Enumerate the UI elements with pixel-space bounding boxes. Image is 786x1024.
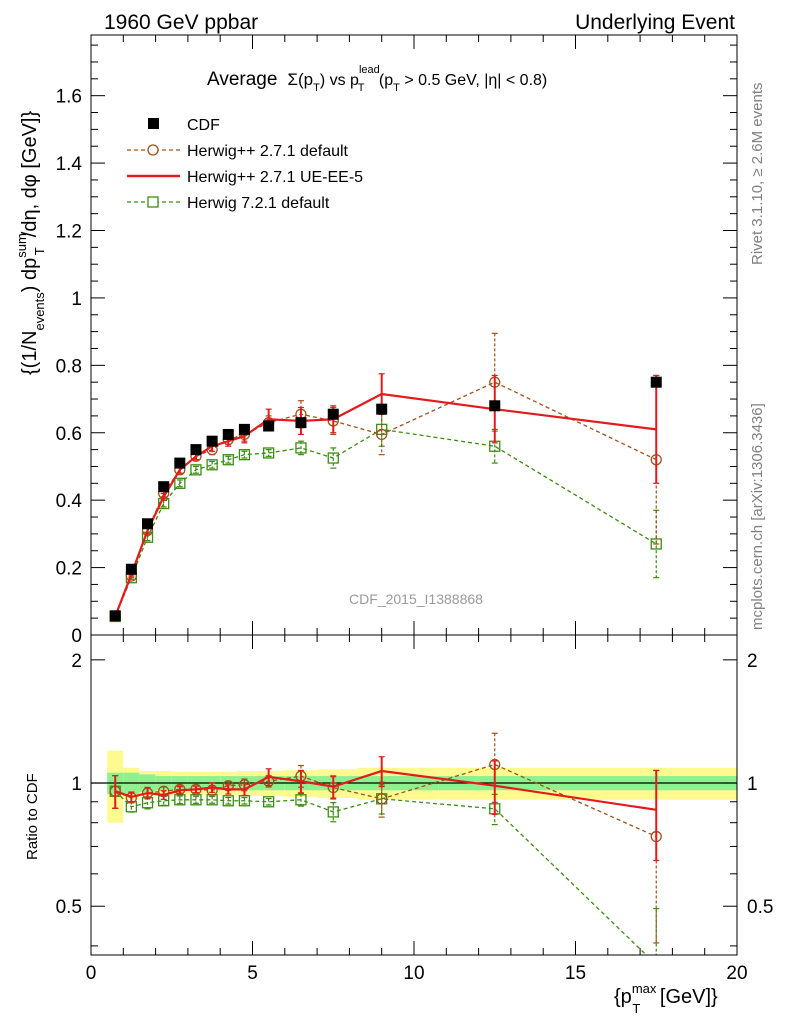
- data-point: [206, 459, 218, 471]
- cdf-data-point: [174, 457, 186, 469]
- x-tick-label: 10: [403, 963, 424, 984]
- data-point: [327, 806, 339, 818]
- data-point: [327, 452, 339, 464]
- x-tick-label: 20: [726, 963, 747, 984]
- y-tick-label: 1.2: [56, 222, 82, 243]
- y-tick-label: 0.8: [56, 356, 82, 377]
- x-axis-label: {pmax T [GeV]}: [614, 981, 718, 1016]
- data-point: [376, 793, 388, 805]
- axes-layer: 0 5 10 15 20 0 0.2 0.4 0.6 0.8 1 1.2 1.4 1.6 0.5 1 2 0.5 1…: [56, 35, 773, 984]
- series-line: [114, 790, 648, 955]
- data-point: [651, 960, 661, 970]
- main-y-axis-label: {(1/Nevents) dpsum T/dη, dφ [GeV]}: [14, 111, 47, 375]
- x-tick-label: 15: [565, 963, 586, 984]
- data-point: [174, 477, 186, 489]
- cdf-data-point: [190, 444, 202, 456]
- series-line: [114, 381, 657, 617]
- cdf-data-point: [376, 403, 388, 415]
- cdf-data-point: [206, 435, 218, 447]
- ratio-y-axis-label: Ratio to CDF: [24, 773, 41, 860]
- data-point: [295, 794, 307, 806]
- mcplots-label: mcplots.cern.ch [arXiv:1306.3436]: [749, 403, 766, 630]
- y-tick-label: 0: [71, 626, 82, 647]
- data-point: [262, 796, 275, 808]
- x-tick-label: 0: [86, 963, 97, 984]
- legend-marker: [147, 196, 159, 208]
- legend-label: CDF: [187, 117, 220, 134]
- data-point: [238, 449, 251, 461]
- ratio-y-tick-label-left: 1: [71, 774, 82, 795]
- ratio-y-tick-label-right: 0.5: [747, 897, 773, 918]
- cdf-data-point: [125, 563, 137, 575]
- y-tick-label: 0.2: [56, 559, 82, 580]
- ratio-y-tick-label-left: 2: [71, 651, 82, 672]
- ratio-uncertainty-bands: [91, 750, 737, 823]
- analysis-category-label: Underlying Event: [575, 11, 735, 34]
- data-point: [376, 428, 388, 441]
- legend-label: Herwig 7.2.1 default: [187, 195, 330, 212]
- collision-label: 1960 GeV ppbar: [104, 11, 258, 34]
- y-tick-label: 0.4: [56, 491, 83, 512]
- data-point: [650, 538, 662, 550]
- y-tick-label: 1: [71, 289, 82, 310]
- data-point: [222, 795, 234, 807]
- ratio-y-tick-label-left: 0.5: [56, 897, 82, 918]
- cdf-data-point: [109, 610, 121, 622]
- y-tick-label: 1.6: [56, 87, 82, 108]
- cdf-data-point: [327, 408, 339, 420]
- ratio-y-tick-label-right: 2: [747, 651, 758, 672]
- legend-label: Herwig++ 2.7.1 default: [187, 143, 349, 160]
- analysis-watermark: CDF_2015_I1388868: [349, 591, 483, 607]
- legend-marker: [148, 118, 159, 129]
- y-tick-label: 1.4: [56, 154, 83, 175]
- legend-label: Herwig++ 2.7.1 UE-EE-5: [187, 169, 363, 186]
- legend: CDF Herwig++ 2.7.1 default Herwig++ 2.7.1 …: [127, 117, 363, 212]
- ratio-plot-layer: [109, 732, 662, 970]
- legend-marker: [147, 144, 159, 156]
- cdf-data-point: [263, 420, 275, 432]
- data-point: [222, 454, 234, 466]
- data-point: [295, 442, 307, 454]
- cdf-data-point: [295, 417, 307, 429]
- x-tick-label: 5: [247, 963, 258, 984]
- cdf-data-point: [650, 376, 662, 388]
- cdf-data-point: [158, 481, 170, 493]
- plot-title: Average Σ(pT) vs plead T (pT > 0.5 GeV, |…: [207, 64, 547, 94]
- cdf-data-point: [222, 428, 234, 440]
- series-line: [114, 392, 657, 617]
- ratio-y-tick-label-right: 1: [747, 774, 758, 795]
- y-tick-label: 0.6: [56, 424, 82, 445]
- cdf-data-point: [238, 423, 250, 435]
- main-plot-layer: [109, 332, 662, 623]
- data-point: [190, 464, 202, 476]
- cdf-data-point: [489, 400, 501, 412]
- rivet-version-label: Rivet 3.1.10, ≥ 2.6M events: [749, 83, 766, 266]
- data-point: [262, 447, 275, 459]
- cdf-data-point: [142, 518, 154, 530]
